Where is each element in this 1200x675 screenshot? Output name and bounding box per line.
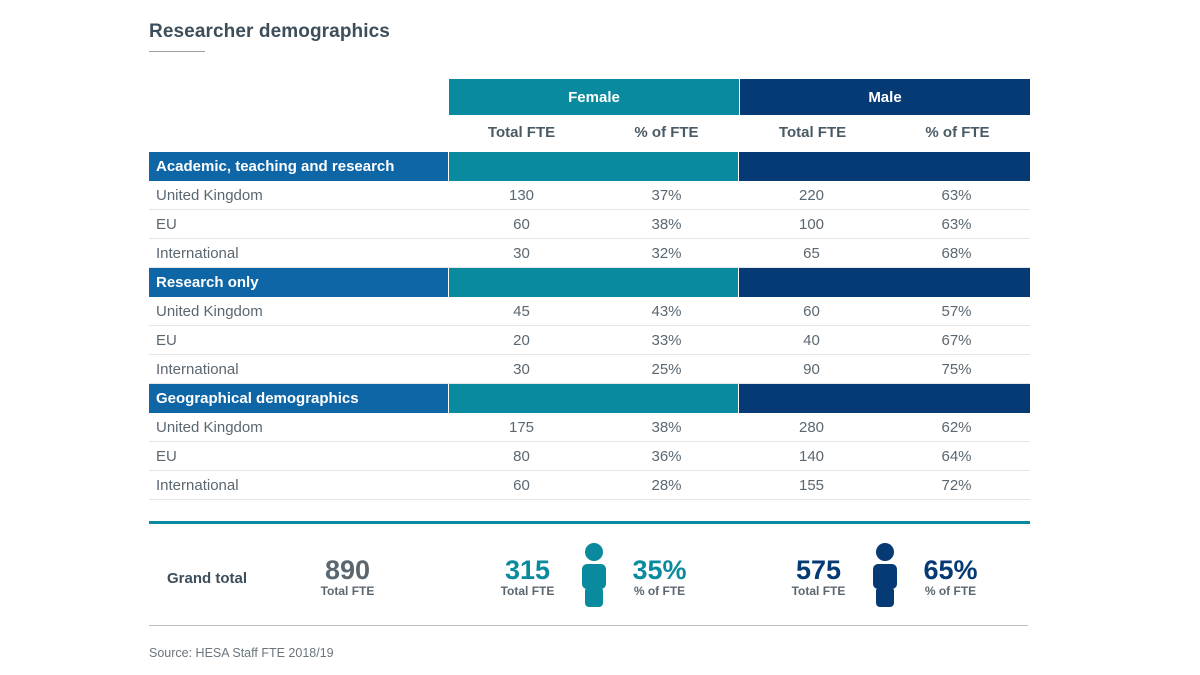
female-person-icon <box>582 543 606 607</box>
female-pct-caption: % of FTE <box>633 584 686 598</box>
female-column-header: Female <box>449 79 739 115</box>
female-total-cell: 30 <box>513 360 530 378</box>
grand-total-value: 890 <box>324 555 371 585</box>
female-pct-cell: 25% <box>651 360 682 378</box>
male-pct-cell: 63% <box>941 186 972 204</box>
section-male-band <box>738 384 1031 413</box>
female-total-cell: 80 <box>513 447 530 465</box>
section-label: Geographical demographics <box>149 384 448 413</box>
female-total-cell: 130 <box>508 186 535 204</box>
female-total-caption: Total FTE <box>500 584 555 598</box>
section-female-band <box>447 384 739 413</box>
female-total-fte-header: Total FTE <box>487 124 556 141</box>
section-label: Academic, teaching and research <box>149 152 448 181</box>
table-row: United Kingdom 175 38% 280 62% <box>149 413 1030 442</box>
female-total-cell: 60 <box>513 215 530 233</box>
female-total-cell: 45 <box>513 302 530 320</box>
summary-top-rule <box>149 521 1030 524</box>
male-pct-cell: 75% <box>941 360 972 378</box>
male-total-cell: 100 <box>798 215 825 233</box>
male-total-cell: 60 <box>803 302 820 320</box>
female-pct-cell: 32% <box>651 244 682 262</box>
grand-total-label: Grand total <box>167 570 248 587</box>
section-female-band <box>447 152 739 181</box>
summary-bottom-rule <box>149 625 1028 626</box>
section-label: Research only <box>149 268 448 297</box>
male-total-value: 575 <box>795 555 842 585</box>
female-pct-cell: 38% <box>651 418 682 436</box>
table-row: International 60 28% 155 72% <box>149 471 1030 500</box>
male-total-cell: 140 <box>798 447 825 465</box>
female-total-cell: 60 <box>513 476 530 494</box>
male-total-cell: 155 <box>798 476 825 494</box>
page-title: Researcher demographics <box>149 21 390 42</box>
source-note: Source: HESA Staff FTE 2018/19 <box>149 646 334 660</box>
row-label: International <box>156 244 239 262</box>
female-pct-cell: 37% <box>651 186 682 204</box>
male-pct-value: 65% <box>923 555 978 585</box>
female-total-cell: 175 <box>508 418 535 436</box>
female-pct-value: 35% <box>632 555 687 585</box>
male-total-cell: 40 <box>803 331 820 349</box>
male-pct-cell: 62% <box>941 418 972 436</box>
female-pct-cell: 43% <box>651 302 682 320</box>
table-row: EU 20 33% 40 67% <box>149 326 1030 355</box>
male-pct-caption: % of FTE <box>924 584 977 598</box>
row-label: United Kingdom <box>156 302 263 320</box>
section-header: Geographical demographics <box>149 384 1031 413</box>
female-pct-cell: 36% <box>651 447 682 465</box>
male-pct-fte-header: % of FTE <box>925 124 990 141</box>
female-total-value: 315 <box>504 555 551 585</box>
section-header: Academic, teaching and research <box>149 152 1031 181</box>
section-header: Research only <box>149 268 1031 297</box>
section-male-band <box>738 152 1031 181</box>
female-total-cell: 30 <box>513 244 530 262</box>
table-row: EU 80 36% 140 64% <box>149 442 1030 471</box>
male-total-cell: 220 <box>798 186 825 204</box>
row-label: International <box>156 360 239 378</box>
row-label: EU <box>156 215 177 233</box>
male-total-caption: Total FTE <box>791 584 846 598</box>
table-row: United Kingdom 130 37% 220 63% <box>149 181 1030 210</box>
male-total-cell: 65 <box>803 244 820 262</box>
table-row: International 30 25% 90 75% <box>149 355 1030 384</box>
section-male-band <box>738 268 1031 297</box>
table-row: EU 60 38% 100 63% <box>149 210 1030 239</box>
demographics-table: Academic, teaching and research United K… <box>149 152 1031 500</box>
male-total-cell: 280 <box>798 418 825 436</box>
grand-total-caption: Total FTE <box>320 584 375 598</box>
male-pct-cell: 64% <box>941 447 972 465</box>
section-female-band <box>447 268 739 297</box>
male-pct-cell: 72% <box>941 476 972 494</box>
male-person-icon <box>873 543 897 607</box>
female-pct-cell: 28% <box>651 476 682 494</box>
female-pct-cell: 38% <box>651 215 682 233</box>
male-total-cell: 90 <box>803 360 820 378</box>
male-pct-cell: 57% <box>941 302 972 320</box>
row-label: International <box>156 476 239 494</box>
male-column-header: Male <box>740 79 1030 115</box>
row-label: United Kingdom <box>156 418 263 436</box>
female-pct-fte-header: % of FTE <box>634 124 699 141</box>
female-pct-cell: 33% <box>651 331 682 349</box>
table-row: International 30 32% 65 68% <box>149 239 1030 268</box>
male-pct-cell: 63% <box>941 215 972 233</box>
row-label: EU <box>156 331 177 349</box>
male-pct-cell: 68% <box>941 244 972 262</box>
row-label: United Kingdom <box>156 186 263 204</box>
male-total-fte-header: Total FTE <box>778 124 847 141</box>
title-underline <box>149 51 205 52</box>
female-total-cell: 20 <box>513 331 530 349</box>
row-label: EU <box>156 447 177 465</box>
table-row: United Kingdom 45 43% 60 57% <box>149 297 1030 326</box>
male-pct-cell: 67% <box>941 331 972 349</box>
